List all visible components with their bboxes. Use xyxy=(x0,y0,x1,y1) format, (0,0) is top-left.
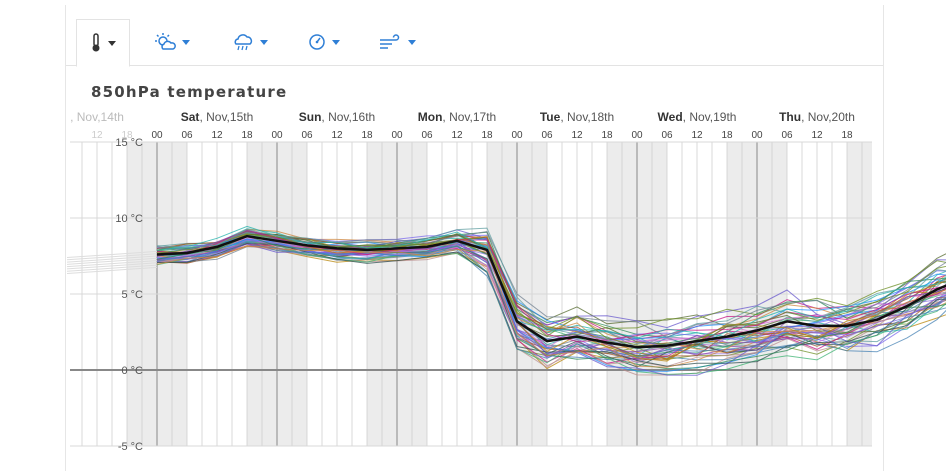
hour-tick-label: 06 xyxy=(781,130,793,141)
ensemble-mean-line xyxy=(156,234,946,349)
hour-tick-label: 00 xyxy=(151,130,163,141)
hour-tick-label: 18 xyxy=(841,130,853,141)
ensemble-member-line xyxy=(156,236,946,343)
rain-cloud-icon xyxy=(234,34,253,51)
hour-tick-label: 00 xyxy=(271,130,283,141)
ensemble-member-line xyxy=(156,233,946,346)
y-tick-label: 5 °C xyxy=(121,289,143,301)
hour-tick-label: 12 xyxy=(691,130,703,141)
y-tick-label: 10 °C xyxy=(115,213,143,225)
day-label: , Nov,14th xyxy=(70,110,124,124)
y-tick-label: 15 °C xyxy=(115,137,143,149)
hour-tick-label: 00 xyxy=(511,130,523,141)
hour-tick-label: 18 xyxy=(361,130,373,141)
pressure-gauge-icon xyxy=(309,34,325,50)
hour-tick-label: 18 xyxy=(481,130,493,141)
chart-title: 850hPa temperature xyxy=(91,83,288,101)
tab-wind[interactable] xyxy=(370,19,424,65)
day-label: Mon, Nov,17th xyxy=(418,110,496,124)
hour-tick-label: 18 xyxy=(121,130,133,141)
tab-precipitation[interactable] xyxy=(224,19,276,65)
hour-tick-label: 00 xyxy=(751,130,763,141)
history-line xyxy=(66,264,158,272)
hour-tick-label: 18 xyxy=(601,130,613,141)
sun-cloud-icon xyxy=(155,33,176,50)
hour-tick-label: 12 xyxy=(811,130,823,141)
wind-icon xyxy=(380,34,400,49)
history-line xyxy=(66,262,158,270)
hour-tick-label: 18 xyxy=(241,130,253,141)
day-label: Sun, Nov,16th xyxy=(299,110,375,124)
hour-tick-label: 12 xyxy=(571,130,583,141)
tab-sun-cloud[interactable] xyxy=(146,19,198,65)
history-line xyxy=(66,250,158,258)
y-tick-label: 0 °C xyxy=(121,365,143,377)
hour-tick-label: 12 xyxy=(91,130,103,141)
hour-tick-label: 00 xyxy=(631,130,643,141)
ensemble-member-line xyxy=(156,227,946,350)
ensemble-member-line xyxy=(156,242,946,367)
tab-pressure[interactable] xyxy=(298,19,350,65)
ensemble-member-line xyxy=(156,225,946,339)
history-line xyxy=(66,253,158,261)
chevron-down-icon xyxy=(260,39,268,45)
history-line xyxy=(66,266,158,274)
hour-tick-label: 06 xyxy=(301,130,313,141)
day-label: Sat, Nov,15th xyxy=(181,110,254,124)
hour-tick-label: 06 xyxy=(181,130,193,141)
hour-tick-label: 12 xyxy=(451,130,463,141)
chevron-down-icon xyxy=(182,39,190,45)
hour-tick-label: 06 xyxy=(541,130,553,141)
ensemble-member-line xyxy=(156,230,946,357)
history-line xyxy=(66,255,158,263)
hour-tick-label: 18 xyxy=(721,130,733,141)
history-line xyxy=(66,260,158,268)
chevron-down-icon xyxy=(332,39,340,45)
hour-tick-label: 00 xyxy=(391,130,403,141)
history-line xyxy=(66,257,158,265)
chevron-down-icon xyxy=(408,39,416,45)
hour-tick-label: 12 xyxy=(211,130,223,141)
ensemble-member-line xyxy=(156,241,946,359)
day-label: Thu, Nov,20th xyxy=(779,110,855,124)
chevron-down-icon xyxy=(108,40,116,46)
hour-tick-label: 12 xyxy=(331,130,343,141)
ensemble-member-line xyxy=(156,235,946,370)
ensemble-member-line xyxy=(156,242,946,376)
thermometer-icon xyxy=(92,33,100,52)
tab-temperature[interactable] xyxy=(76,19,130,67)
y-tick-label: -5 °C xyxy=(118,441,143,453)
parameter-tabs xyxy=(66,19,883,67)
hour-tick-label: 06 xyxy=(661,130,673,141)
ensemble-member-line xyxy=(156,245,946,376)
hour-tick-label: 06 xyxy=(421,130,433,141)
day-label: Wed, Nov,19th xyxy=(658,110,737,124)
day-label: Tue, Nov,18th xyxy=(540,110,614,124)
